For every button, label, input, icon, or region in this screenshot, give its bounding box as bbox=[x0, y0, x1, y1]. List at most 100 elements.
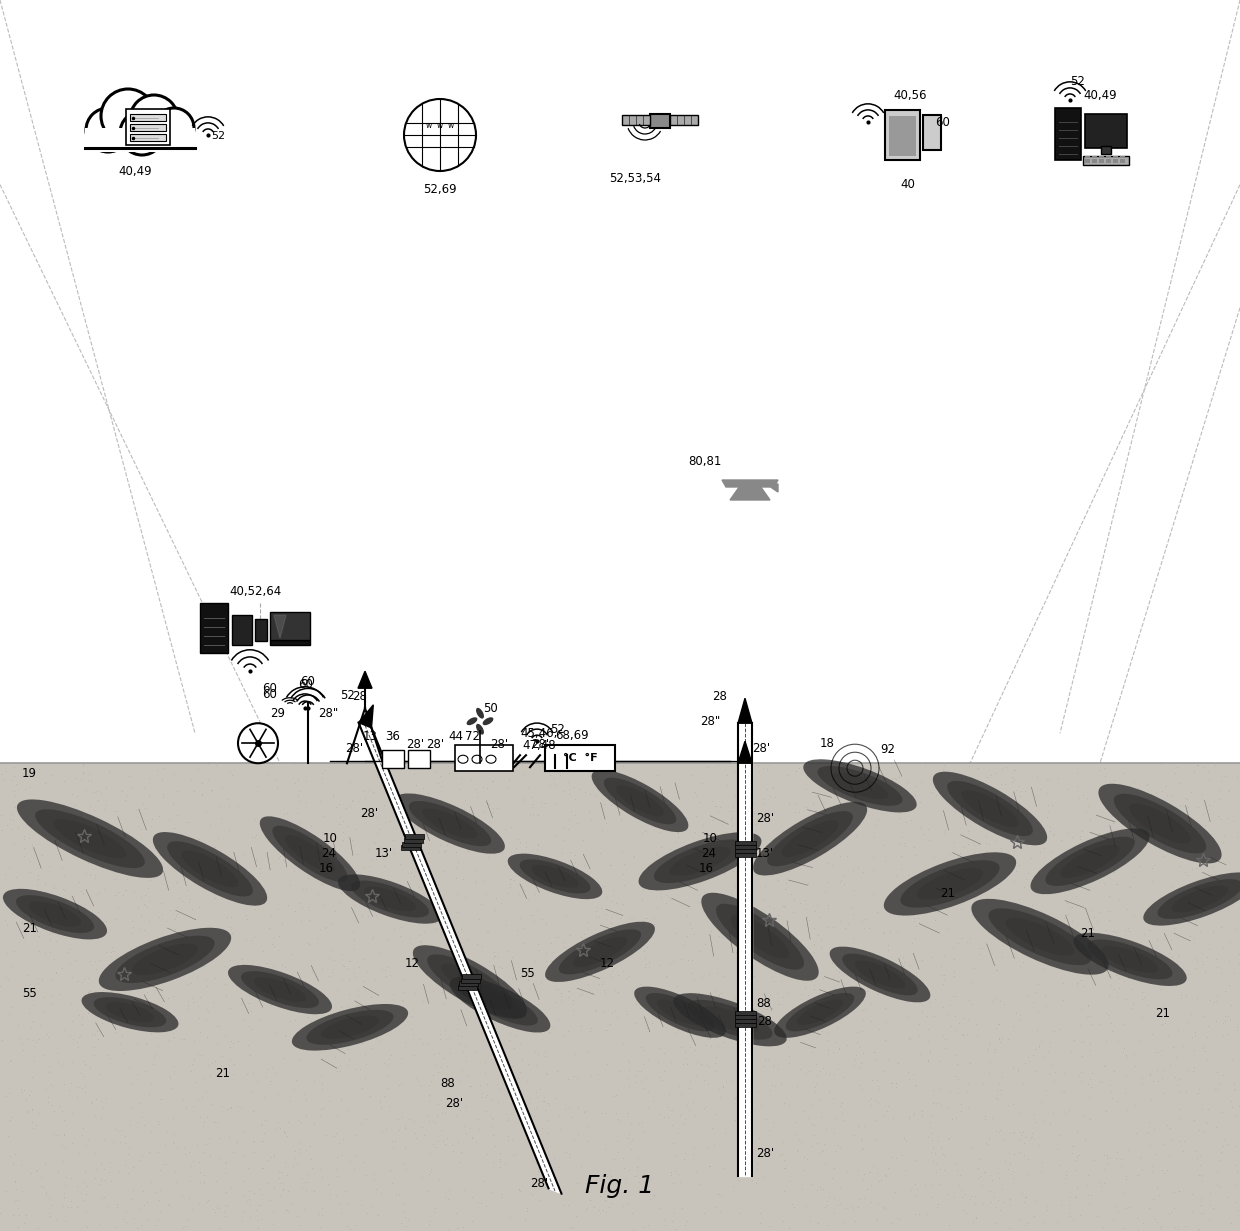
Point bbox=[184, 921, 203, 940]
Point bbox=[146, 977, 166, 997]
Point bbox=[755, 875, 775, 895]
Point bbox=[1185, 1141, 1205, 1161]
Point bbox=[987, 922, 1007, 942]
Point bbox=[393, 897, 413, 917]
Point bbox=[1132, 1160, 1152, 1179]
Point bbox=[830, 846, 849, 865]
Point bbox=[742, 805, 761, 825]
Ellipse shape bbox=[1045, 837, 1135, 886]
Point bbox=[264, 927, 284, 947]
Point bbox=[226, 975, 246, 995]
Point bbox=[334, 1130, 353, 1150]
Point bbox=[86, 1089, 105, 1109]
Point bbox=[299, 911, 319, 931]
Point bbox=[508, 753, 528, 773]
Point bbox=[769, 954, 789, 974]
Point bbox=[1011, 1210, 1030, 1230]
Point bbox=[946, 1020, 966, 1040]
Point bbox=[138, 965, 157, 985]
Point bbox=[1207, 949, 1226, 969]
Point bbox=[1064, 1030, 1084, 1050]
Point bbox=[968, 758, 988, 778]
Point bbox=[1038, 1043, 1058, 1062]
Point bbox=[38, 1027, 58, 1046]
Point bbox=[854, 1000, 874, 1019]
Point bbox=[451, 755, 471, 774]
Point bbox=[164, 1027, 184, 1046]
Text: 52: 52 bbox=[551, 723, 565, 736]
Point bbox=[723, 796, 743, 816]
Bar bbox=[455, 745, 513, 771]
Point bbox=[352, 1078, 372, 1098]
Point bbox=[321, 940, 341, 960]
Point bbox=[454, 991, 474, 1011]
Point bbox=[868, 753, 888, 773]
Point bbox=[642, 1013, 662, 1033]
Point bbox=[358, 906, 378, 926]
Point bbox=[83, 828, 103, 848]
Bar bbox=[255, 619, 267, 641]
Point bbox=[1084, 860, 1104, 880]
Point bbox=[119, 1057, 139, 1077]
Point bbox=[481, 812, 501, 832]
Point bbox=[614, 875, 634, 895]
Point bbox=[572, 1156, 591, 1176]
Point bbox=[0, 864, 15, 884]
Point bbox=[253, 1130, 273, 1150]
Point bbox=[1063, 1144, 1083, 1163]
Point bbox=[207, 1033, 227, 1053]
Point bbox=[88, 884, 108, 904]
Point bbox=[1054, 974, 1074, 993]
Point bbox=[167, 897, 187, 917]
Point bbox=[315, 1012, 335, 1032]
Ellipse shape bbox=[228, 965, 332, 1014]
Point bbox=[908, 1179, 928, 1199]
Point bbox=[853, 798, 873, 817]
Point bbox=[312, 806, 332, 826]
Point bbox=[72, 1014, 92, 1034]
Point bbox=[661, 804, 681, 824]
Point bbox=[159, 1195, 179, 1215]
Text: 12: 12 bbox=[405, 956, 420, 970]
Point bbox=[887, 1149, 906, 1168]
Point bbox=[108, 854, 128, 874]
Point bbox=[491, 1002, 511, 1022]
Point bbox=[1022, 895, 1042, 915]
Point bbox=[890, 1209, 910, 1229]
Point bbox=[366, 1179, 386, 1199]
Point bbox=[409, 924, 429, 944]
Point bbox=[1156, 1013, 1176, 1033]
Point bbox=[805, 901, 825, 921]
Point bbox=[967, 1157, 987, 1177]
Point bbox=[621, 1129, 641, 1149]
Point bbox=[830, 1177, 849, 1197]
Point bbox=[381, 1045, 401, 1065]
Point bbox=[463, 1128, 482, 1147]
Point bbox=[252, 1115, 272, 1135]
Point bbox=[1001, 1189, 1021, 1209]
Point bbox=[960, 990, 980, 1009]
Point bbox=[481, 1115, 501, 1135]
Point bbox=[95, 849, 115, 869]
Point bbox=[712, 894, 732, 913]
Point bbox=[4, 1155, 24, 1174]
Point bbox=[1090, 824, 1110, 843]
Point bbox=[485, 838, 505, 858]
Bar bbox=[1085, 161, 1090, 162]
Point bbox=[614, 756, 634, 776]
Point bbox=[935, 965, 955, 985]
Point bbox=[224, 1054, 244, 1073]
Point bbox=[862, 1176, 882, 1195]
Point bbox=[5, 1172, 25, 1192]
Point bbox=[658, 886, 678, 906]
Point bbox=[699, 1014, 719, 1034]
Point bbox=[197, 1002, 217, 1022]
Point bbox=[624, 1167, 644, 1187]
Point bbox=[634, 784, 653, 804]
Point bbox=[937, 1098, 957, 1118]
Point bbox=[701, 921, 720, 940]
Point bbox=[1050, 1125, 1070, 1145]
Point bbox=[904, 1103, 924, 1123]
Point bbox=[1004, 1123, 1024, 1142]
Point bbox=[848, 784, 868, 804]
